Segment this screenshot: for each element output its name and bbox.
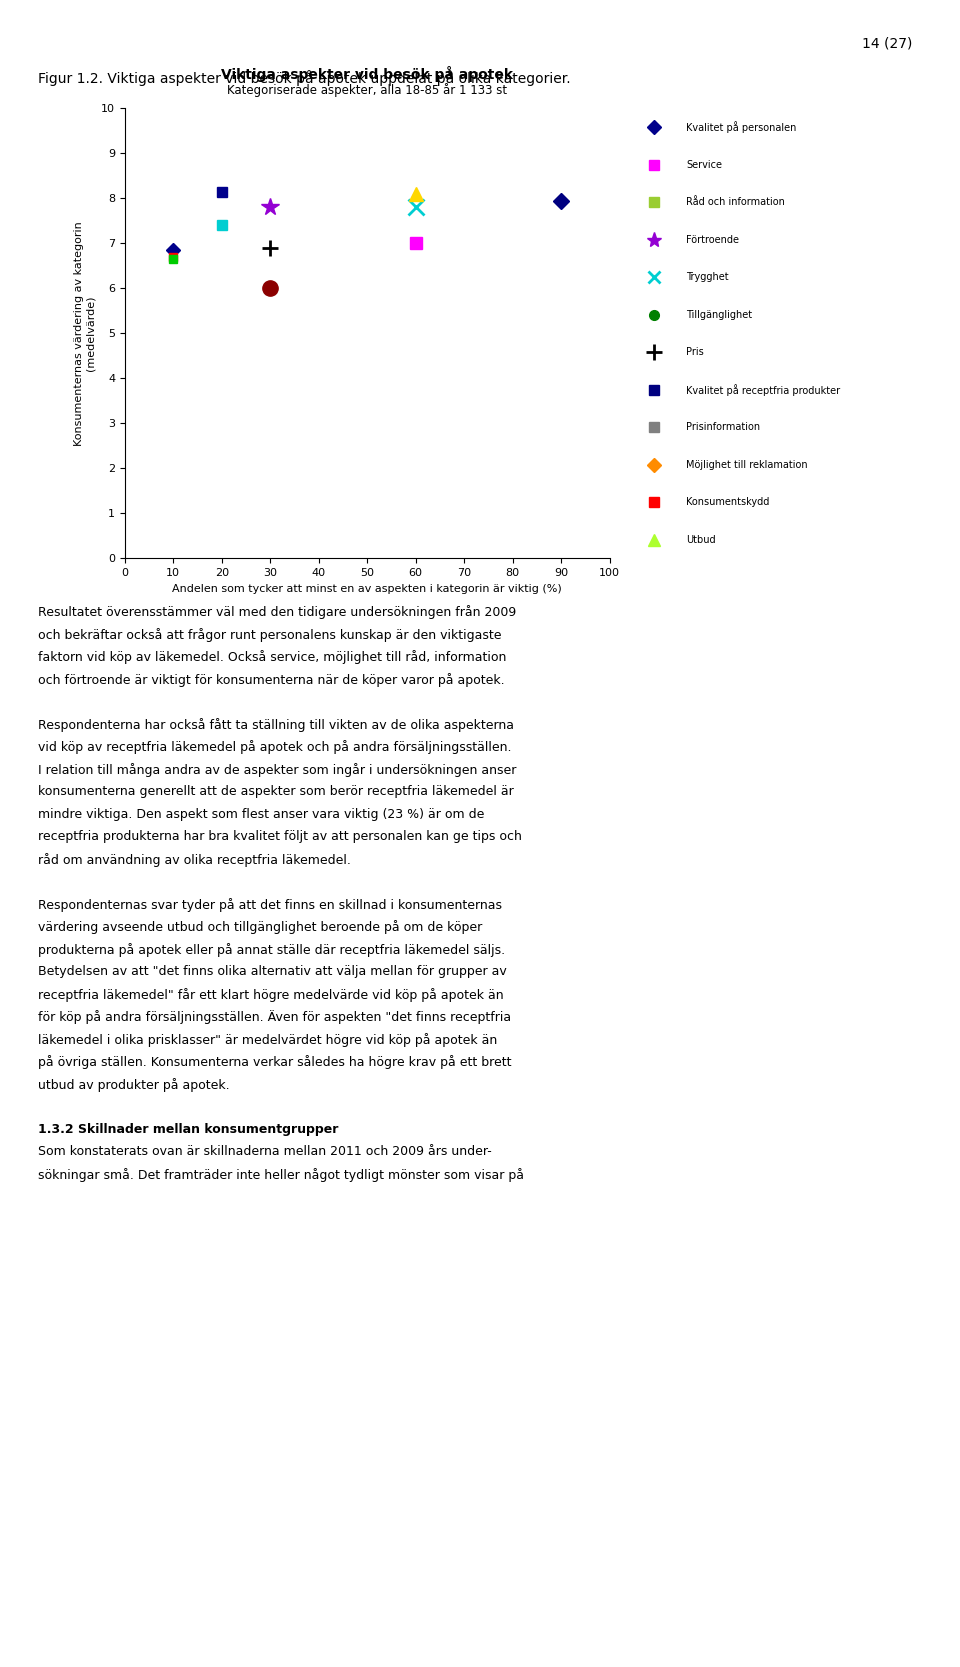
Text: Kvalitet på receptfria produkter: Kvalitet på receptfria produkter <box>686 383 841 395</box>
Text: mindre viktiga. Den aspekt som flest anser vara viktig (23 %) är om de: mindre viktiga. Den aspekt som flest ans… <box>38 807 485 820</box>
Text: Kategoriserade aspekter, alla 18-85 år 1 133 st: Kategoriserade aspekter, alla 18-85 år 1… <box>228 83 507 97</box>
Text: och förtroende är viktigt för konsumenterna när de köper varor på apotek.: och förtroende är viktigt för konsumente… <box>38 672 505 687</box>
Text: Trygghet: Trygghet <box>686 272 729 282</box>
Text: Respondenterna har också fått ta ställning till vikten av de olika aspekterna: Respondenterna har också fått ta ställni… <box>38 717 515 732</box>
Y-axis label: Konsumenternas värdering av kategorin
(medelvärde): Konsumenternas värdering av kategorin (m… <box>74 222 96 445</box>
Text: receptfria läkemedel" får ett klart högre medelvärde vid köp på apotek än: receptfria läkemedel" får ett klart högr… <box>38 987 504 1002</box>
Text: Förtroende: Förtroende <box>686 235 739 245</box>
X-axis label: Andelen som tycker att minst en av aspekten i kategorin är viktig (%): Andelen som tycker att minst en av aspek… <box>173 583 562 593</box>
Text: sökningar små. Det framträder inte heller något tydligt mönster som visar på: sökningar små. Det framträder inte helle… <box>38 1167 524 1182</box>
Text: Figur 1.2. Viktiga aspekter vid besök på apotek uppdelat på olika kategorier.: Figur 1.2. Viktiga aspekter vid besök på… <box>38 70 571 87</box>
Text: värdering avseende utbud och tillgänglighet beroende på om de köper: värdering avseende utbud och tillgänglig… <box>38 920 483 934</box>
Text: produkterna på apotek eller på annat ställe där receptfria läkemedel säljs.: produkterna på apotek eller på annat stä… <box>38 942 506 957</box>
Text: Respondenternas svar tyder på att det finns en skillnad i konsumenternas: Respondenternas svar tyder på att det fi… <box>38 897 502 912</box>
Text: 1.3.2 Skillnader mellan konsumentgrupper: 1.3.2 Skillnader mellan konsumentgrupper <box>38 1124 339 1135</box>
Text: receptfria produkterna har bra kvalitet följt av att personalen kan ge tips och: receptfria produkterna har bra kvalitet … <box>38 830 522 844</box>
Text: Som konstaterats ovan är skillnaderna mellan 2011 och 2009 års under-: Som konstaterats ovan är skillnaderna me… <box>38 1145 492 1159</box>
Text: Viktiga aspekter vid besök på apotek: Viktiga aspekter vid besök på apotek <box>221 65 514 82</box>
Text: 14 (27): 14 (27) <box>862 37 912 50</box>
Text: faktorn vid köp av läkemedel. Också service, möjlighet till råd, information: faktorn vid köp av läkemedel. Också serv… <box>38 650 507 663</box>
Text: konsumenterna generellt att de aspekter som berör receptfria läkemedel är: konsumenterna generellt att de aspekter … <box>38 785 515 798</box>
Text: Konsumentskydd: Konsumentskydd <box>686 497 770 507</box>
Text: för köp på andra försäljningsställen. Även för aspekten "det finns receptfria: för köp på andra försäljningsställen. Äv… <box>38 1010 512 1024</box>
Text: Råd och information: Råd och information <box>686 197 785 207</box>
Text: Utbud: Utbud <box>686 535 716 545</box>
Text: utbud av produkter på apotek.: utbud av produkter på apotek. <box>38 1077 230 1092</box>
Text: på övriga ställen. Konsumenterna verkar således ha högre krav på ett brett: på övriga ställen. Konsumenterna verkar … <box>38 1055 512 1069</box>
Text: vid köp av receptfria läkemedel på apotek och på andra försäljningsställen.: vid köp av receptfria läkemedel på apote… <box>38 740 512 753</box>
Text: läkemedel i olika prisklasser" är medelvärdet högre vid köp på apotek än: läkemedel i olika prisklasser" är medelv… <box>38 1032 497 1047</box>
Text: Betydelsen av att "det finns olika alternativ att välja mellan för grupper av: Betydelsen av att "det finns olika alter… <box>38 965 507 979</box>
Text: Möjlighet till reklamation: Möjlighet till reklamation <box>686 460 808 470</box>
Text: I relation till många andra av de aspekter som ingår i undersökningen anser: I relation till många andra av de aspekt… <box>38 763 516 777</box>
Text: Tillgänglighet: Tillgänglighet <box>686 310 753 320</box>
Text: Prisinformation: Prisinformation <box>686 422 760 432</box>
Text: Service: Service <box>686 160 723 170</box>
Text: Resultatet överensstämmer väl med den tidigare undersökningen från 2009: Resultatet överensstämmer väl med den ti… <box>38 605 516 618</box>
Text: och bekräftar också att frågor runt personalens kunskap är den viktigaste: och bekräftar också att frågor runt pers… <box>38 627 502 642</box>
Text: Kvalitet på personalen: Kvalitet på personalen <box>686 122 797 133</box>
Text: råd om användning av olika receptfria läkemedel.: råd om användning av olika receptfria lä… <box>38 852 351 867</box>
Text: Pris: Pris <box>686 347 704 357</box>
